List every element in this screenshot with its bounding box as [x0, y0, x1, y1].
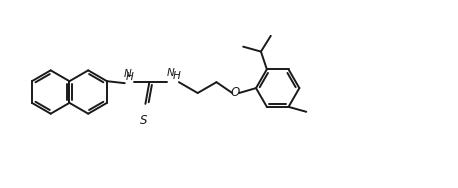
Text: O: O	[230, 86, 240, 99]
Text: H: H	[125, 72, 133, 82]
Text: N: N	[124, 69, 131, 79]
Text: H: H	[173, 71, 181, 81]
Text: S: S	[140, 114, 147, 127]
Text: N: N	[167, 68, 175, 78]
